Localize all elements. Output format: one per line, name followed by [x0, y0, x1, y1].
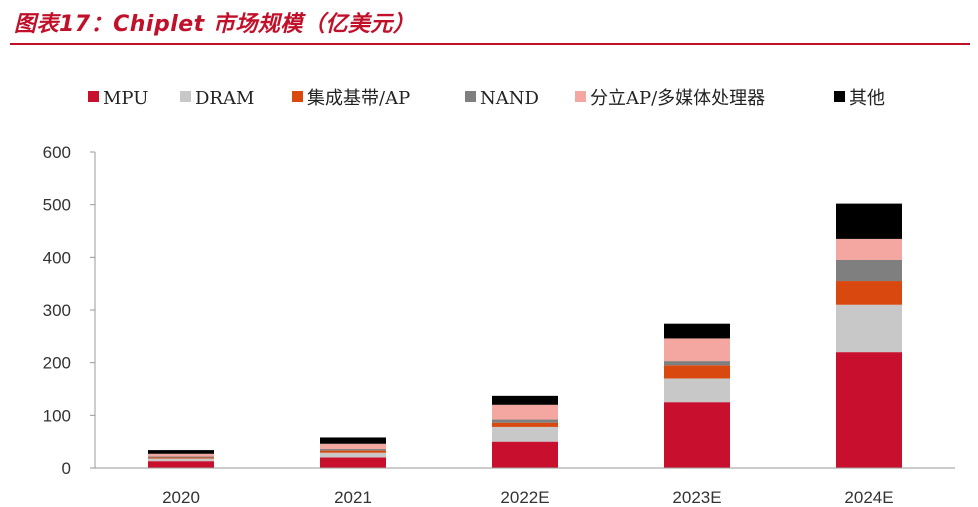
title-rule — [10, 43, 970, 45]
legend-swatch — [180, 91, 191, 102]
bar-segment — [492, 404, 558, 420]
bar-segment — [320, 452, 386, 458]
x-tick-label: 2021 — [334, 488, 372, 507]
bar-segment — [836, 203, 902, 239]
bar-segment — [320, 443, 386, 450]
bar-segment — [664, 378, 730, 403]
bar-segment — [492, 441, 558, 468]
legend-label: DRAM — [195, 88, 254, 109]
bar-segment — [320, 450, 386, 453]
y-tick-label: 200 — [43, 354, 71, 373]
bar-segment — [320, 437, 386, 444]
legend-label: 其他 — [849, 88, 885, 109]
legend-label: 集成基带/AP — [307, 88, 410, 109]
legend-swatch — [834, 91, 845, 102]
x-tick-label: 2022E — [500, 488, 549, 507]
y-tick-label: 600 — [43, 143, 71, 162]
y-tick-label: 500 — [43, 196, 71, 215]
bar-segment — [664, 365, 730, 379]
y-tick-label: 300 — [43, 301, 71, 320]
x-tick-label: 2023E — [672, 488, 721, 507]
legend-swatch — [292, 91, 303, 102]
bar-segment — [320, 449, 386, 451]
legend-swatch — [575, 91, 586, 102]
bar-segment — [492, 419, 558, 423]
x-tick-label: 2020 — [162, 488, 200, 507]
bar-segment — [836, 304, 902, 353]
bar-segment — [664, 402, 730, 468]
bar-segment — [836, 238, 902, 260]
bar-segment — [664, 361, 730, 366]
y-tick-label: 100 — [43, 406, 71, 425]
legend-swatch — [88, 91, 99, 102]
bar-segment — [664, 323, 730, 339]
y-tick-label: 400 — [43, 248, 71, 267]
bar-segment — [836, 352, 902, 468]
bar-segment — [492, 422, 558, 427]
bar-segment — [836, 281, 902, 305]
bar-segment — [148, 456, 214, 458]
x-axis: 2020 2021 2022E 2023E 2024E — [95, 467, 955, 507]
bar-segment — [320, 457, 386, 468]
figure-title: 图表17：Chiplet 市场规模（亿美元） — [14, 12, 416, 37]
bar-segment — [492, 426, 558, 442]
legend-label: NAND — [480, 88, 539, 109]
bar-segment — [148, 453, 214, 457]
bar-segment — [148, 458, 214, 462]
bar-segment — [664, 338, 730, 362]
legend-label: MPU — [103, 88, 148, 109]
legend-label: 分立AP/多媒体处理器 — [590, 88, 765, 109]
bar-segment — [148, 450, 214, 454]
y-tick-label: 0 — [62, 459, 71, 478]
bar-segment — [148, 457, 214, 459]
legend-swatch — [465, 91, 476, 102]
bar-segment — [836, 259, 902, 282]
bar-segment — [148, 461, 214, 468]
bars — [148, 203, 902, 468]
legend: MPU DRAM 集成基带/AP NAND 分立AP/多媒体处理器 其他 — [88, 88, 885, 109]
y-axis: 0 100 200 300 400 500 600 — [43, 143, 96, 478]
bar-segment — [492, 395, 558, 405]
x-tick-label: 2024E — [844, 488, 893, 507]
